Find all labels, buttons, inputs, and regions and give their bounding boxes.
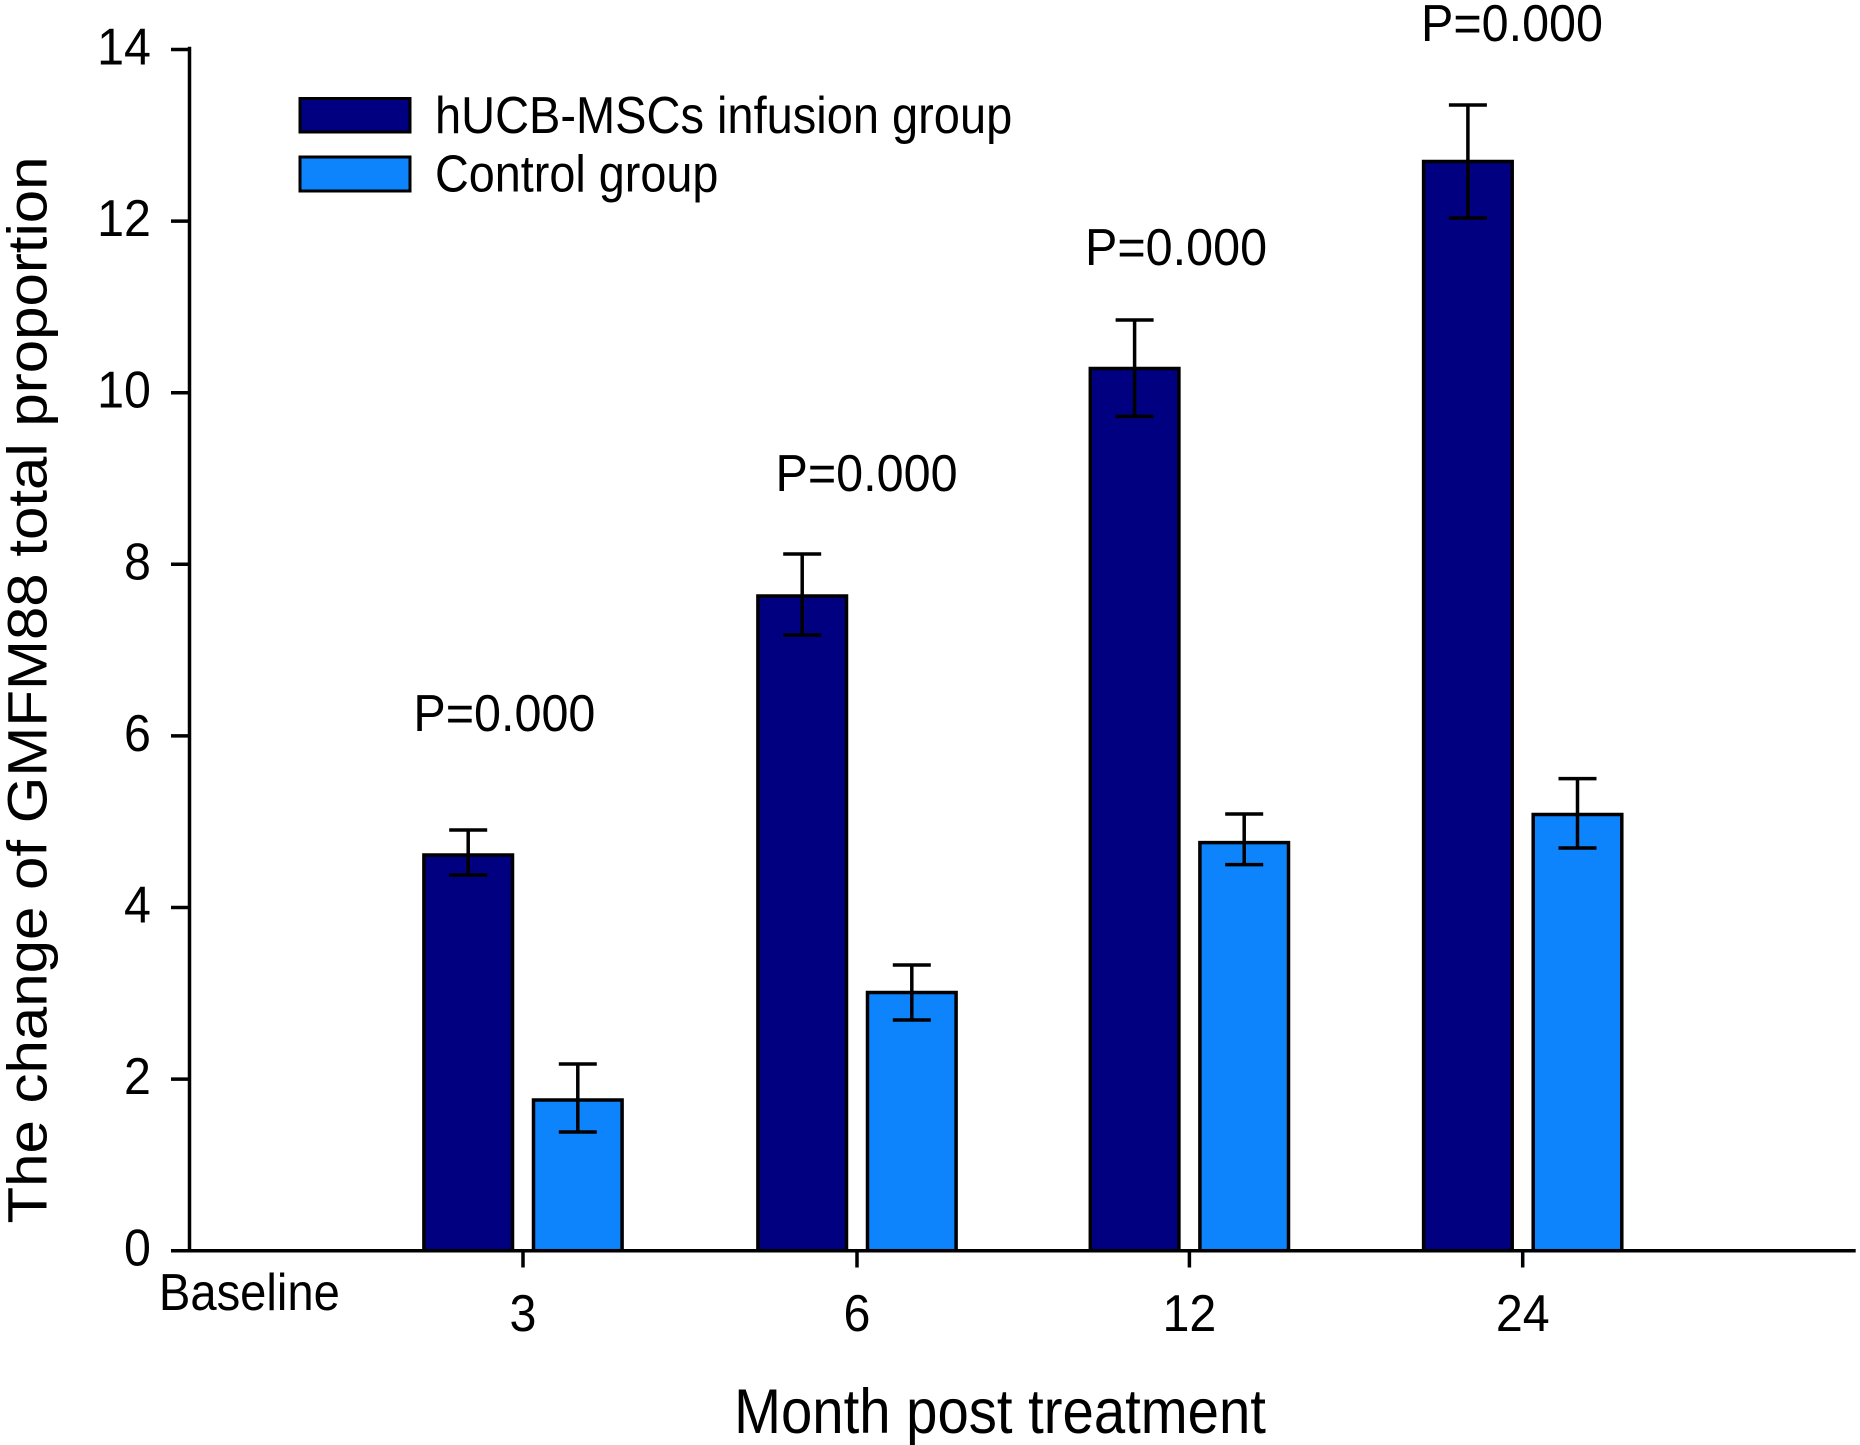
svg-text:8: 8 — [124, 532, 151, 591]
svg-text:hUCB-MSCs infusion group: hUCB-MSCs infusion group — [435, 85, 1012, 144]
svg-text:Baseline: Baseline — [159, 1262, 340, 1321]
svg-text:3: 3 — [510, 1283, 537, 1342]
svg-text:The change of GMFM88 total pro: The change of GMFM88 total proportion — [0, 157, 59, 1224]
svg-text:12: 12 — [1162, 1283, 1216, 1342]
svg-text:14: 14 — [97, 17, 151, 76]
svg-text:6: 6 — [124, 703, 151, 762]
svg-text:Control group: Control group — [435, 144, 718, 203]
svg-text:0: 0 — [124, 1218, 151, 1277]
svg-text:24: 24 — [1496, 1283, 1550, 1342]
svg-text:P=0.000: P=0.000 — [1421, 0, 1603, 52]
svg-text:4: 4 — [124, 875, 151, 934]
svg-text:P=0.000: P=0.000 — [776, 443, 958, 502]
svg-text:6: 6 — [844, 1283, 871, 1342]
svg-text:Month post treatment: Month post treatment — [734, 1376, 1266, 1445]
svg-text:2: 2 — [124, 1046, 151, 1105]
svg-text:P=0.000: P=0.000 — [1085, 217, 1267, 276]
svg-text:P=0.000: P=0.000 — [413, 683, 595, 742]
svg-text:10: 10 — [97, 360, 151, 419]
svg-text:12: 12 — [97, 188, 151, 247]
